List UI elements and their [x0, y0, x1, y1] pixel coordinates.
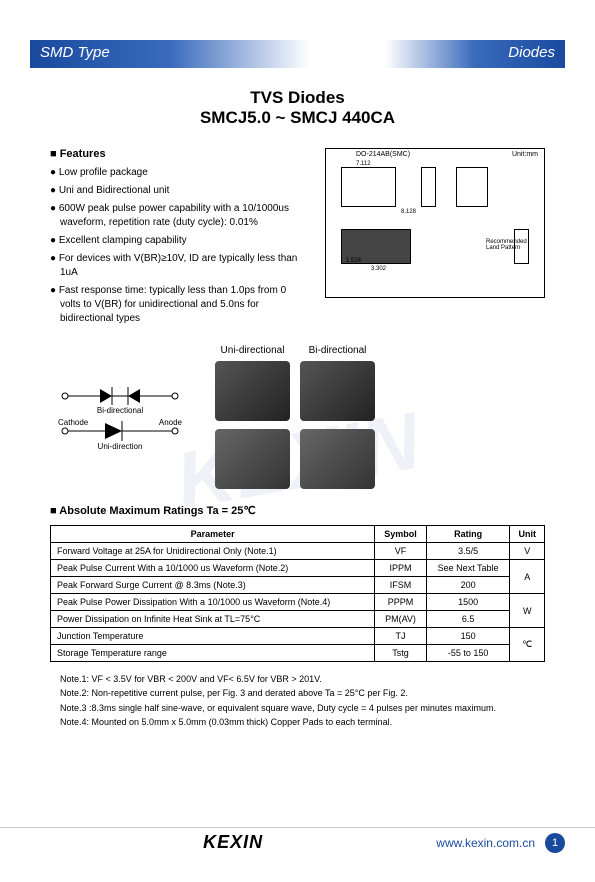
table-row: Storage Temperature range Tstg -55 to 15…	[51, 645, 545, 662]
cell: 200	[426, 577, 510, 594]
uni-chip-label: Uni-directional	[215, 345, 290, 356]
cell: 150	[426, 628, 510, 645]
land-pattern	[514, 229, 529, 264]
col-rating: Rating	[426, 526, 510, 543]
cell: Power Dissipation on Infinite Heat Sink …	[51, 611, 375, 628]
cell: VF	[375, 543, 427, 560]
dim-label: 1.524	[346, 258, 361, 264]
cell: Peak Pulse Current With a 10/1000 us Wav…	[51, 560, 375, 577]
ratings-heading: Absolute Maximum Ratings Ta = 25℃	[50, 504, 545, 517]
footer: KEXIN www.kexin.com.cn 1	[0, 827, 595, 857]
col-unit: Unit	[510, 526, 545, 543]
table-row: Power Dissipation on Infinite Heat Sink …	[51, 611, 545, 628]
cell: Junction Temperature	[51, 628, 375, 645]
pkg-end-view	[456, 167, 488, 207]
cell: Tstg	[375, 645, 427, 662]
schematic-symbols: Bi-directional Cathode Anode Uni-directi…	[50, 381, 190, 453]
note: Note.4: Mounted on 5.0mm x 5.0mm (0.03mm…	[60, 715, 545, 729]
table-row: Peak Pulse Power Dissipation With a 10/1…	[51, 594, 545, 611]
note: Note.2: Non-repetitive current pulse, pe…	[60, 686, 545, 700]
feature-item: Low profile package	[50, 166, 305, 180]
cell: Peak Forward Surge Current @ 8.3ms (Note…	[51, 577, 375, 594]
cell: Forward Voltage at 25A for Unidirectiona…	[51, 543, 375, 560]
table-row: Peak Pulse Current With a 10/1000 us Wav…	[51, 560, 545, 577]
logo: KEXIN	[30, 832, 436, 853]
diagram-title: DO-214AB(SMC)	[356, 151, 410, 158]
svg-text:Cathode: Cathode	[58, 418, 89, 427]
dim-label: 8.128	[401, 209, 416, 215]
svg-text:Anode: Anode	[159, 418, 183, 427]
cell: PPPM	[375, 594, 427, 611]
svg-text:Uni-direction: Uni-direction	[98, 442, 143, 451]
cell: IPPM	[375, 560, 427, 577]
diagram-unit: Unit:mm	[512, 151, 538, 158]
title-line1: TVS Diodes	[0, 88, 595, 108]
cell: -55 to 150	[426, 645, 510, 662]
svg-text:Bi-directional: Bi-directional	[97, 406, 143, 415]
feature-item: Fast response time: typically less than …	[50, 284, 305, 326]
feature-item: Uni and Bidirectional unit	[50, 184, 305, 198]
features-section: Features Low profile package Uni and Bid…	[50, 148, 305, 330]
cell: IFSM	[375, 577, 427, 594]
col-parameter: Parameter	[51, 526, 375, 543]
cell: TJ	[375, 628, 427, 645]
dim-label: 7.112	[356, 161, 371, 167]
notes-section: Note.1: VF < 3.5V for VBR < 200V and VF<…	[60, 672, 545, 730]
cell: Storage Temperature range	[51, 645, 375, 662]
note: Note.1: VF < 3.5V for VBR < 200V and VF<…	[60, 672, 545, 686]
features-heading: Features	[50, 148, 305, 160]
pkg-side-view	[421, 167, 436, 207]
table-row: Junction Temperature TJ 150 ℃	[51, 628, 545, 645]
cell: PM(AV)	[375, 611, 427, 628]
title-block: TVS Diodes SMCJ5.0 ~ SMCJ 440CA	[0, 88, 595, 128]
dim-label: 3.302	[371, 266, 386, 272]
table-row: Forward Voltage at 25A for Unidirectiona…	[51, 543, 545, 560]
chip-images: Uni-directional Bi-directional	[215, 345, 375, 489]
page-number: 1	[545, 833, 565, 853]
cell: 6.5	[426, 611, 510, 628]
cell: ℃	[510, 628, 545, 662]
feature-item: 600W peak pulse power capability with a …	[50, 202, 305, 230]
cell: 3.5/5	[426, 543, 510, 560]
uni-chip-col: Uni-directional	[215, 345, 290, 489]
col-symbol: Symbol	[375, 526, 427, 543]
cell: A	[510, 560, 545, 594]
header-category: Diodes	[385, 40, 565, 68]
uni-chip-image	[215, 361, 290, 421]
bi-chip-label: Bi-directional	[300, 345, 375, 356]
diode-symbols-svg: Bi-directional Cathode Anode Uni-directi…	[50, 381, 190, 451]
title-line2: SMCJ5.0 ~ SMCJ 440CA	[0, 108, 595, 128]
note: Note.3 :8.3ms single half sine-wave, or …	[60, 701, 545, 715]
bi-chip-image	[300, 361, 375, 421]
cell: W	[510, 594, 545, 628]
symbols-row: Bi-directional Cathode Anode Uni-directi…	[50, 345, 545, 489]
feature-item: Excellent clamping capability	[50, 234, 305, 248]
uni-chip-image-bottom	[215, 429, 290, 489]
cell: 1500	[426, 594, 510, 611]
bi-chip-image-bottom	[300, 429, 375, 489]
header-type: SMD Type	[30, 40, 310, 68]
bi-chip-col: Bi-directional	[300, 345, 375, 489]
header-bar: SMD Type Diodes	[0, 40, 595, 68]
table-header-row: Parameter Symbol Rating Unit	[51, 526, 545, 543]
package-diagram: DO-214AB(SMC) Unit:mm 7.112 8.128 1.524 …	[325, 148, 545, 298]
cell: Peak Pulse Power Dissipation With a 10/1…	[51, 594, 375, 611]
ratings-table: Parameter Symbol Rating Unit Forward Vol…	[50, 525, 545, 662]
cell: V	[510, 543, 545, 560]
feature-item: For devices with V(BR)≥10V, ID are typic…	[50, 252, 305, 280]
cell: See Next Table	[426, 560, 510, 577]
table-row: Peak Forward Surge Current @ 8.3ms (Note…	[51, 577, 545, 594]
pkg-top-view	[341, 167, 396, 207]
footer-url: www.kexin.com.cn	[436, 836, 535, 850]
